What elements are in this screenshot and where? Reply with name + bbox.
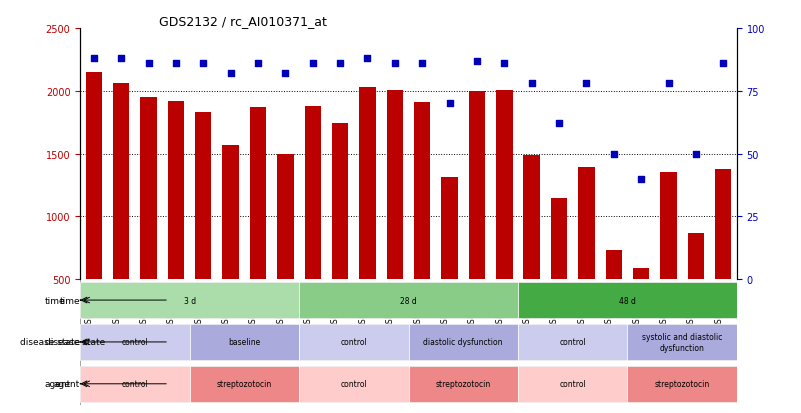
FancyBboxPatch shape [518, 324, 627, 360]
Bar [304, 107, 321, 342]
FancyBboxPatch shape [80, 324, 190, 360]
FancyBboxPatch shape [190, 366, 299, 401]
Text: control: control [340, 380, 367, 388]
Point [662, 81, 675, 87]
Point [306, 61, 319, 67]
Bar [223, 145, 239, 342]
FancyBboxPatch shape [409, 324, 518, 360]
Point [553, 121, 566, 128]
FancyBboxPatch shape [627, 324, 737, 360]
Text: streptozotocin: streptozotocin [436, 380, 491, 388]
Text: agent: agent [54, 380, 80, 388]
Point [142, 61, 155, 67]
Text: diastolic dysfunction: diastolic dysfunction [424, 337, 503, 347]
Text: systolic and diastolic
dysfunction: systolic and diastolic dysfunction [642, 332, 723, 352]
Point [580, 81, 593, 87]
Bar [277, 154, 294, 342]
Bar [496, 90, 513, 342]
FancyBboxPatch shape [299, 366, 409, 401]
FancyBboxPatch shape [190, 324, 299, 360]
Point [115, 56, 127, 62]
Text: 3 d: 3 d [183, 296, 195, 305]
Point [525, 81, 538, 87]
Bar [332, 124, 348, 342]
Point [87, 56, 100, 62]
Bar [140, 98, 157, 342]
Bar [86, 73, 102, 342]
Bar [469, 92, 485, 342]
Text: 48 d: 48 d [619, 296, 636, 305]
Point [717, 61, 730, 67]
Text: time: time [45, 296, 65, 305]
Bar [167, 102, 184, 342]
Bar [578, 168, 594, 342]
Text: control: control [122, 337, 148, 347]
FancyBboxPatch shape [518, 282, 737, 318]
Text: streptozotocin: streptozotocin [654, 380, 710, 388]
Point [334, 61, 347, 67]
Bar [195, 113, 211, 342]
Point [607, 151, 620, 157]
Text: disease state: disease state [45, 337, 105, 347]
Text: control: control [559, 380, 586, 388]
Text: streptozotocin: streptozotocin [217, 380, 272, 388]
Text: time: time [59, 296, 80, 305]
FancyBboxPatch shape [299, 324, 409, 360]
Bar [441, 178, 458, 342]
Text: control: control [122, 380, 148, 388]
FancyBboxPatch shape [627, 366, 737, 401]
Bar [359, 88, 376, 342]
Text: disease state: disease state [20, 337, 80, 347]
Bar [687, 233, 704, 342]
Text: agent: agent [45, 380, 70, 388]
Bar [524, 155, 540, 342]
Text: control: control [559, 337, 586, 347]
Point [361, 56, 374, 62]
Bar [113, 84, 130, 342]
Bar [250, 108, 266, 342]
Point [470, 58, 483, 65]
Bar [715, 169, 731, 342]
Bar [606, 251, 622, 342]
Point [388, 61, 401, 67]
FancyBboxPatch shape [299, 282, 518, 318]
Text: baseline: baseline [228, 337, 260, 347]
Point [690, 151, 702, 157]
Point [498, 61, 511, 67]
FancyBboxPatch shape [409, 366, 518, 401]
FancyBboxPatch shape [80, 282, 299, 318]
Point [443, 101, 456, 107]
Point [170, 61, 183, 67]
Point [197, 61, 210, 67]
Text: GDS2132 / rc_AI010371_at: GDS2132 / rc_AI010371_at [159, 15, 327, 28]
Point [416, 61, 429, 67]
FancyBboxPatch shape [518, 366, 627, 401]
Bar [660, 173, 677, 342]
Point [224, 71, 237, 77]
Point [634, 176, 647, 183]
Bar [633, 268, 650, 342]
FancyBboxPatch shape [80, 366, 190, 401]
Bar [387, 90, 403, 342]
Bar [551, 198, 567, 342]
Point [279, 71, 292, 77]
Text: 28 d: 28 d [400, 296, 417, 305]
Text: control: control [340, 337, 367, 347]
Bar [414, 103, 430, 342]
Point [252, 61, 264, 67]
